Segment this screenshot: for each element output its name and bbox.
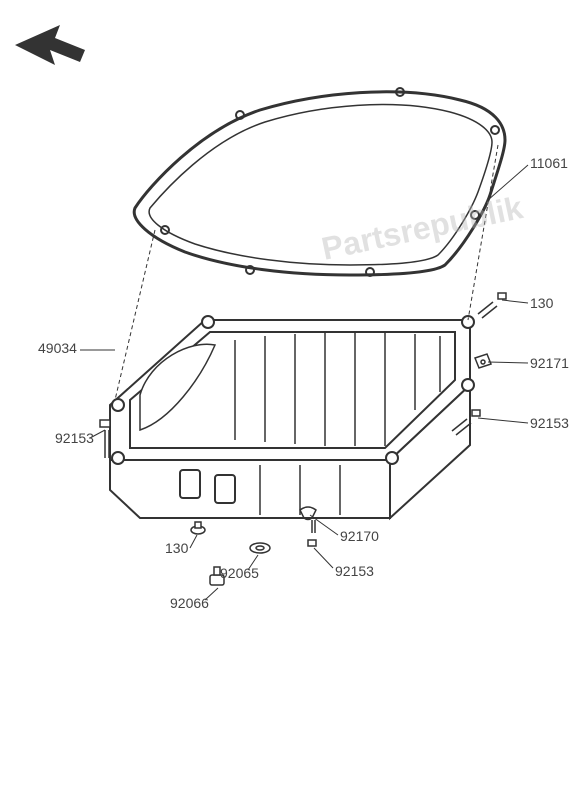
- callout-49034: 49034: [38, 340, 77, 356]
- bolt-92153-bottom: [308, 520, 316, 546]
- callout-92153-bottom: 92153: [335, 563, 374, 579]
- callout-11061: 11061: [530, 155, 568, 171]
- orientation-arrow: [15, 25, 85, 65]
- callout-92153-left: 92153: [55, 430, 94, 446]
- clamp-92171: [475, 354, 491, 368]
- diagram-svg: [0, 0, 584, 800]
- assembly-line: [468, 145, 498, 320]
- callout-130-bottom: 130: [165, 540, 188, 556]
- callout-92171: 92171: [530, 355, 569, 371]
- parts-diagram: 11061 130 92171 92153 49034 92153 130 92…: [0, 0, 584, 800]
- bolt-130-bottom: [191, 522, 205, 534]
- callout-92153-right: 92153: [530, 415, 569, 431]
- callout-130: 130: [530, 295, 553, 311]
- callout-92170: 92170: [340, 528, 379, 544]
- oil-pan: [110, 316, 474, 518]
- bolt-130-right: [478, 293, 506, 318]
- bolt-92153-left: [100, 420, 110, 458]
- gasket-inner: [149, 105, 492, 265]
- washer-92065: [250, 543, 270, 553]
- callout-92066: 92066: [170, 595, 209, 611]
- callout-92065: 92065: [220, 565, 259, 581]
- gasket-outline: [134, 92, 505, 275]
